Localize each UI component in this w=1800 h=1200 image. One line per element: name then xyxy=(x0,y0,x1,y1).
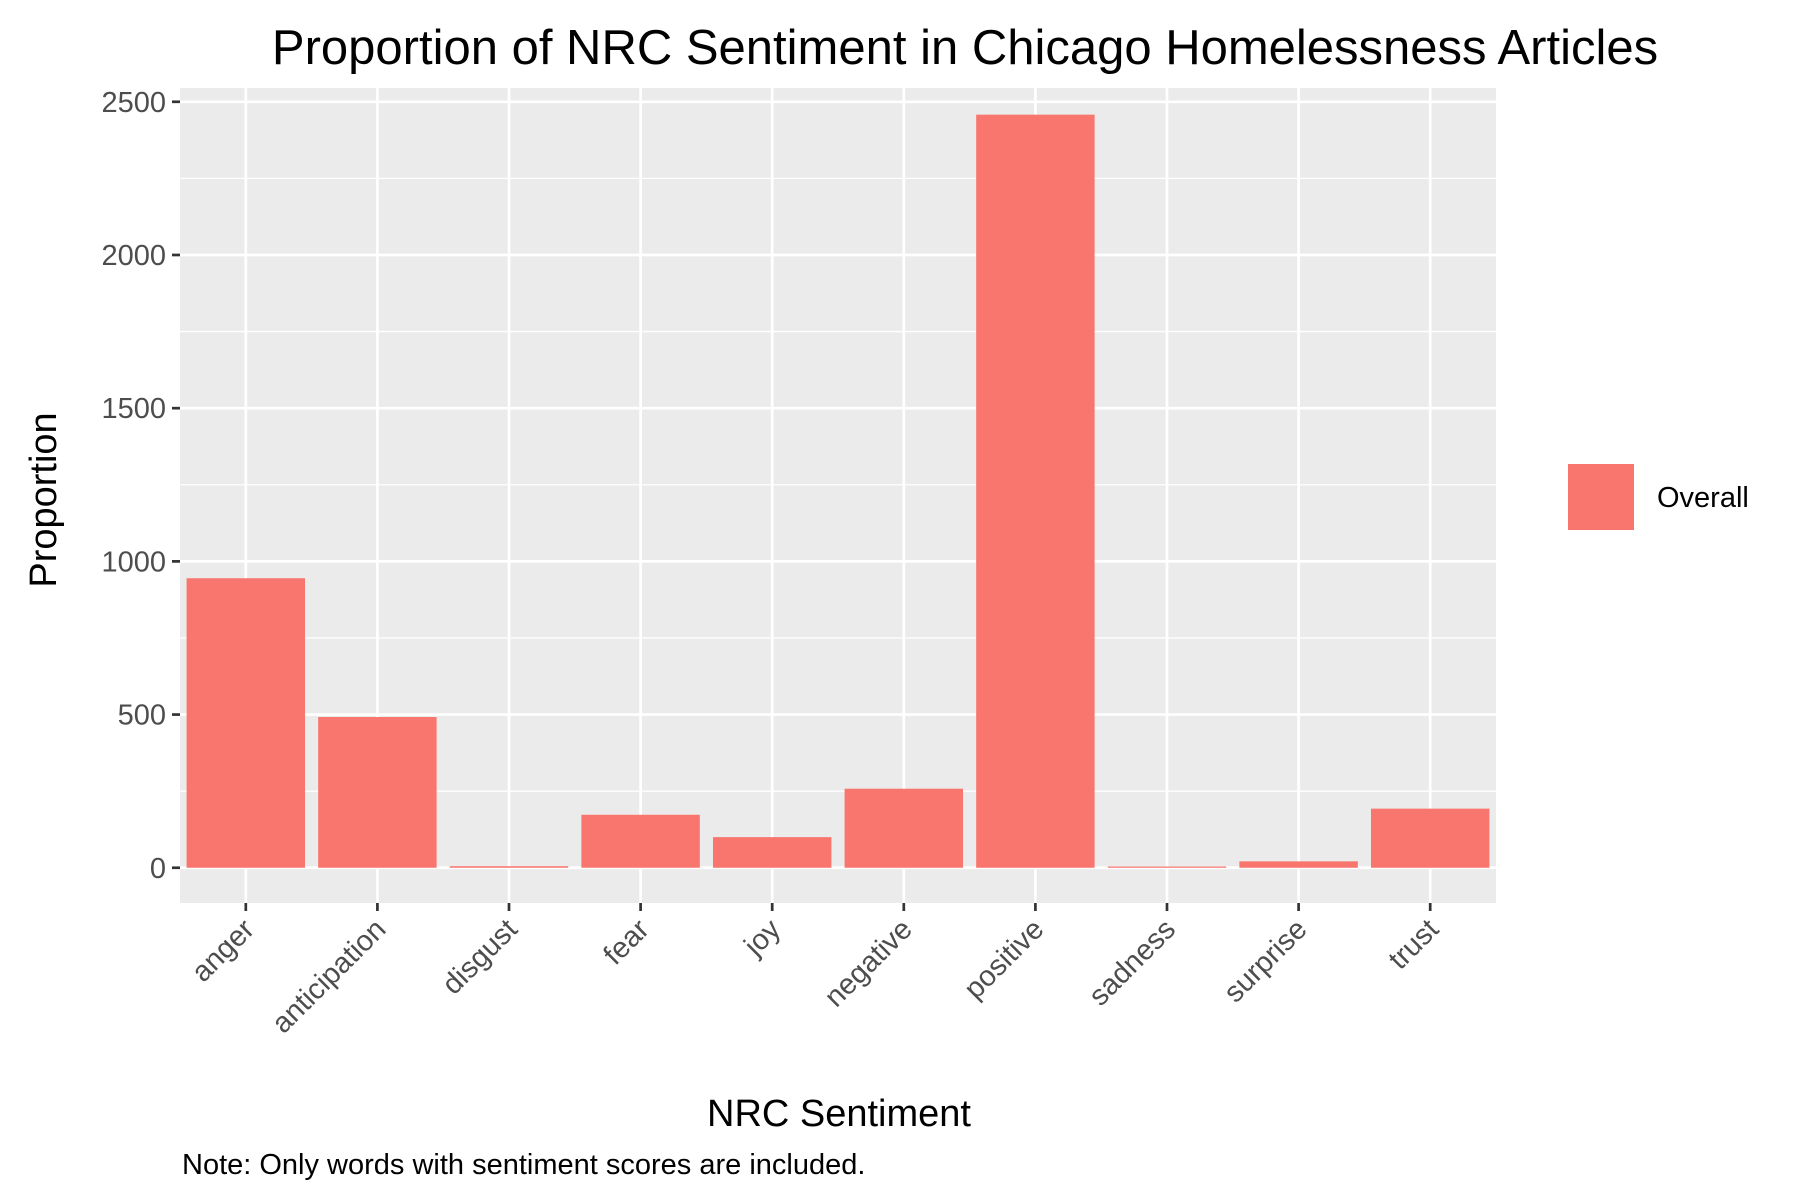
x-tick-label: negative xyxy=(819,913,919,1013)
y-tick-label: 1000 xyxy=(101,546,166,578)
x-tick-label: positive xyxy=(958,913,1050,1005)
y-axis: 0 500 1000 1500 2000 2500 xyxy=(101,87,180,885)
legend-swatch xyxy=(1566,462,1636,532)
bar-sadness xyxy=(1107,866,1227,868)
bar-trust xyxy=(1370,808,1490,868)
plot-panel xyxy=(180,88,1496,903)
y-tick-label: 2500 xyxy=(101,87,166,119)
bar-anticipation xyxy=(318,717,437,868)
legend-label: Overall xyxy=(1657,482,1749,514)
bar-surprise xyxy=(1239,861,1358,868)
x-axis-title: NRC Sentiment xyxy=(707,1093,971,1135)
x-tick-label: fear xyxy=(598,913,656,971)
x-tick-label: disgust xyxy=(436,913,524,1001)
y-axis-title: Proportion xyxy=(23,412,65,587)
x-tick-label: anticipation xyxy=(266,913,392,1039)
x-tick-label: trust xyxy=(1383,913,1446,976)
bar-anger xyxy=(186,578,306,868)
chart-caption: Note: Only words with sentiment scores a… xyxy=(182,1149,865,1181)
x-tick-label: joy xyxy=(738,913,788,963)
chart-title: Proportion of NRC Sentiment in Chicago H… xyxy=(272,21,1658,75)
y-tick-label: 1500 xyxy=(101,393,166,425)
x-tick-label: anger xyxy=(186,913,261,988)
x-axis: anger anticipation disgust fear joy negative p… xyxy=(186,903,1445,1040)
x-tick-label: surprise xyxy=(1218,913,1314,1009)
bar-disgust xyxy=(449,866,569,868)
y-tick-label: 500 xyxy=(118,700,166,732)
bar-negative xyxy=(844,788,964,868)
legend: Overall xyxy=(1566,462,1749,532)
bar-joy xyxy=(712,837,832,868)
y-tick-label: 2000 xyxy=(101,240,166,272)
x-tick-label: sadness xyxy=(1083,913,1182,1012)
bar-positive xyxy=(976,114,1095,868)
bar-fear xyxy=(581,814,700,868)
y-tick-label: 0 xyxy=(150,853,166,885)
